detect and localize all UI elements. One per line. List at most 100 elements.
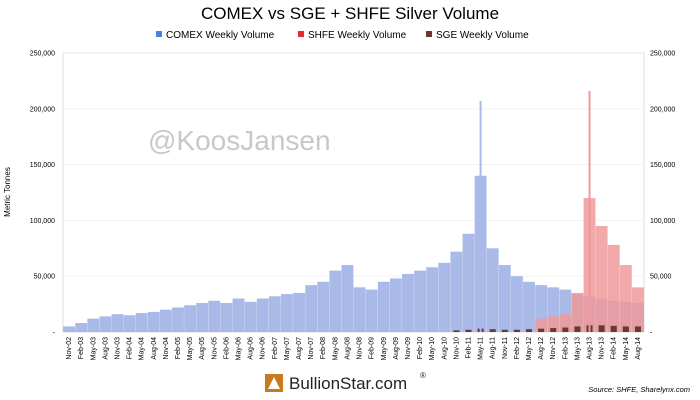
- y-tick-left: -: [53, 330, 56, 337]
- x-tick-label: Nov-08: [357, 337, 364, 360]
- y-axis-left: - 50,000 100,000 150,000 200,000 250,000: [30, 51, 56, 337]
- bar-1-15: [244, 301, 257, 332]
- x-tick-label: Aug-10: [441, 337, 448, 360]
- x-tick-label: Nov-02: [66, 337, 73, 360]
- bar-1-28: [402, 273, 414, 332]
- bar-1-31: [438, 262, 451, 332]
- y-tick-right: -: [650, 330, 653, 337]
- x-tick-label: Nov-04: [163, 337, 170, 360]
- x-tick-label: Feb-14: [611, 337, 618, 359]
- x-tick-label: Nov-07: [308, 337, 315, 360]
- bar-1-1: [75, 323, 88, 332]
- bar-3-37: [513, 329, 520, 332]
- bar-2-42: [571, 292, 584, 332]
- bar-1-17: [268, 296, 281, 332]
- bar-3-45: [610, 325, 617, 332]
- peak-bar-2: [588, 90, 591, 332]
- bar-1-13: [220, 302, 233, 332]
- x-tick-label: Aug-14: [635, 337, 642, 360]
- bar-2-45: [607, 244, 620, 332]
- x-tick-label: Aug-05: [199, 337, 206, 360]
- bar-1-23: [341, 265, 354, 332]
- x-tick-label: Nov-06: [260, 337, 267, 360]
- bar-3-40: [550, 328, 557, 332]
- x-tick-label: Nov-10: [453, 337, 460, 360]
- x-tick-label: Feb-03: [78, 337, 85, 359]
- bar-1-2: [87, 318, 100, 332]
- bar-1-10: [184, 305, 197, 332]
- x-tick-label: May-08: [332, 337, 339, 360]
- x-tick-label: Feb-13: [562, 337, 569, 359]
- bar-1-21: [317, 281, 330, 332]
- bar-1-7: [147, 311, 160, 332]
- peak-bar-1: [479, 100, 482, 332]
- x-tick-label: Feb-06: [223, 337, 230, 359]
- x-tick-label: May-06: [236, 337, 243, 360]
- legend-label-2: SHFE Weekly Volume: [308, 30, 407, 41]
- bar-3-42: [574, 326, 581, 332]
- watermark-text: @KoosJansen: [148, 125, 331, 156]
- x-tick-label: May-05: [187, 337, 194, 360]
- y-axis-right: - 50,000 100,000 150,000 200,000 250,000: [650, 51, 675, 337]
- bar-1-24: [353, 287, 366, 332]
- bar-1-37: [510, 276, 523, 332]
- bar-3-38: [525, 329, 533, 332]
- y-tick-right: 100,000: [650, 218, 675, 225]
- y-tick-left: 150,000: [30, 162, 55, 169]
- bar-2-41: [559, 314, 572, 332]
- x-tick-label: Nov-09: [405, 337, 412, 360]
- bar-3-44: [598, 325, 605, 332]
- bar-1-36: [498, 265, 511, 332]
- x-tick-label: Aug-07: [296, 337, 303, 360]
- peak-spikes: [479, 90, 591, 332]
- bar-1-27: [389, 278, 402, 332]
- chart-title: COMEX vs SGE + SHFE Silver Volume: [201, 4, 499, 23]
- x-tick-label: Aug-06: [248, 337, 255, 360]
- bar-3-47: [634, 326, 641, 332]
- bar-2-47: [632, 287, 644, 332]
- x-tick-label: May-12: [526, 337, 533, 360]
- bar-1-8: [159, 309, 172, 332]
- bar-1-14: [232, 298, 245, 332]
- bar-1-6: [135, 313, 148, 332]
- brand-registered-mark: ®: [420, 371, 426, 380]
- y-tick-right: 50,000: [650, 274, 672, 281]
- bar-1-30: [426, 267, 439, 332]
- bar-1-22: [329, 270, 342, 332]
- plot-area: [62, 52, 645, 333]
- brand-logo: BullionStar.com ®: [265, 371, 426, 393]
- y-tick-right: 150,000: [650, 162, 675, 169]
- x-tick-label: Feb-05: [175, 337, 182, 359]
- bar-1-12: [208, 300, 221, 332]
- bar-1-19: [293, 292, 305, 332]
- source-note: Source: SHFE, Sharelynx.com: [588, 385, 690, 394]
- bar-1-38: [523, 281, 535, 332]
- legend-swatch-1: [156, 31, 162, 37]
- x-axis: Nov-02 Feb-03 May-03 Aug-03 Nov-03 Feb-04 May-…: [66, 337, 642, 360]
- bar-1-35: [486, 248, 499, 332]
- bar-1-41: [559, 289, 572, 332]
- bar-2-46: [619, 265, 632, 332]
- legend: COMEX Weekly Volume SHFE Weekly Volume SGE…: [156, 30, 529, 41]
- y-tick-left: 200,000: [30, 106, 55, 113]
- bar-series: [63, 175, 644, 332]
- x-tick-label: Aug-12: [538, 337, 545, 360]
- bar-3-32: [453, 330, 460, 332]
- y-tick-left: 250,000: [30, 51, 55, 58]
- x-tick-label: Nov-11: [502, 337, 509, 359]
- legend-label-1: COMEX Weekly Volume: [166, 30, 275, 41]
- x-tick-label: Feb-04: [127, 337, 134, 359]
- bar-3-36: [501, 329, 508, 332]
- bar-1-11: [196, 302, 209, 332]
- bar-3-46: [622, 326, 629, 332]
- x-tick-label: Nov-05: [211, 337, 218, 360]
- x-tick-label: Nov-12: [550, 337, 557, 360]
- bar-3-41: [562, 327, 569, 332]
- legend-label-3: SGE Weekly Volume: [436, 30, 529, 41]
- bar-1-16: [256, 298, 269, 332]
- x-tick-label: Aug-13: [587, 337, 594, 360]
- bar-1-3: [99, 316, 112, 332]
- bar-3-33: [465, 329, 472, 332]
- x-tick-label: Aug-03: [102, 337, 109, 360]
